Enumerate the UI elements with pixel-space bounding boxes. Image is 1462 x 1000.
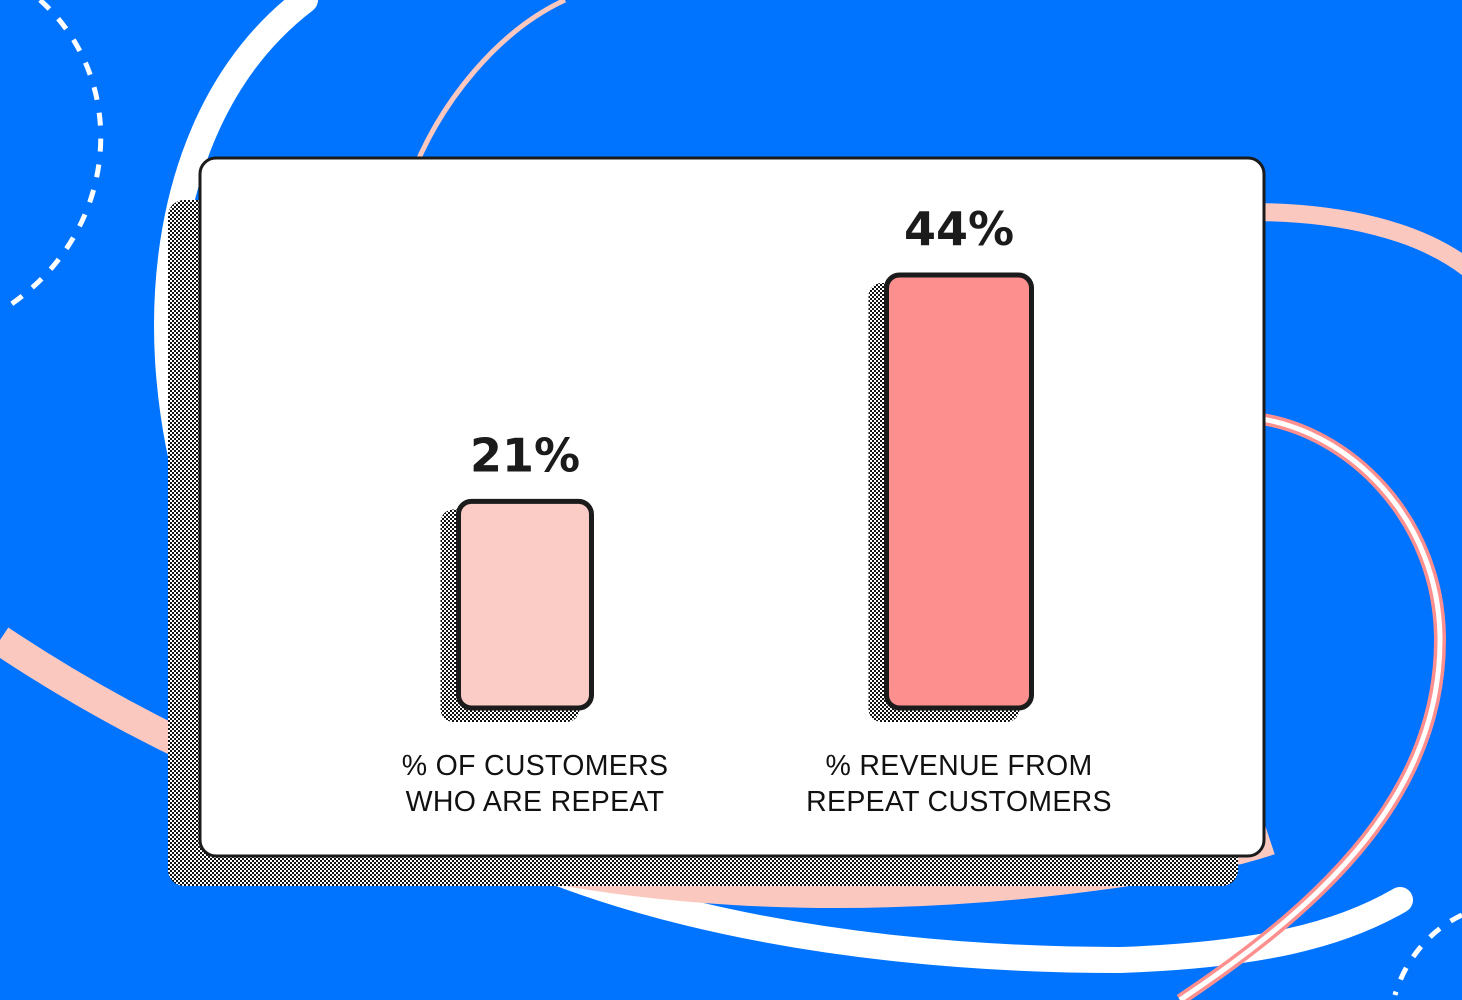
category-label-line-2: REPEAT CUSTOMERS bbox=[806, 786, 1112, 818]
category-label-line-2: WHO ARE REPEAT bbox=[406, 786, 665, 818]
bar bbox=[884, 272, 1034, 711]
dashed-arc-right bbox=[1392, 912, 1462, 996]
pink-arc-top bbox=[407, 0, 567, 181]
pink-ribbon-right bbox=[1249, 203, 1462, 276]
category-label-line-1: % REVENUE FROM bbox=[825, 750, 1092, 782]
bar-group-0: 21% % OF CUSTOMERS WHO ARE REPEAT bbox=[402, 428, 669, 818]
bar bbox=[456, 498, 594, 711]
bar-value-label: 21% bbox=[470, 428, 580, 482]
bar-group-1: 44% % REVENUE FROM REPEAT CUSTOMERS bbox=[806, 202, 1112, 818]
bar-value-label: 44% bbox=[904, 202, 1014, 256]
category-label-line-1: % OF CUSTOMERS bbox=[402, 750, 669, 782]
white-loop-right bbox=[1178, 415, 1443, 1000]
